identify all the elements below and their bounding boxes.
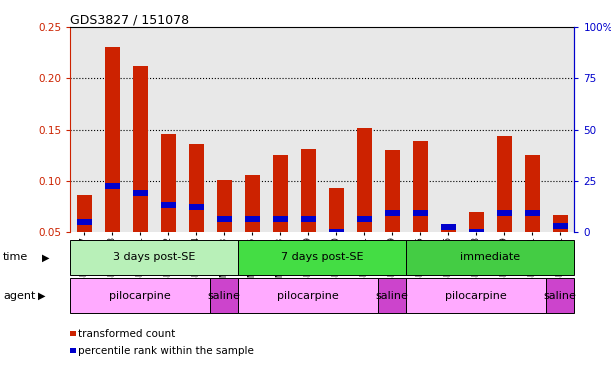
Bar [497, 210, 512, 216]
Bar [329, 188, 344, 232]
Bar [301, 149, 316, 232]
Text: pilocarpine: pilocarpine [277, 291, 339, 301]
Text: percentile rank within the sample: percentile rank within the sample [78, 346, 254, 356]
Bar [497, 136, 512, 232]
Bar [441, 227, 456, 232]
Bar [238, 278, 378, 313]
Bar [244, 216, 260, 222]
Text: saline: saline [208, 291, 241, 301]
Bar [406, 240, 574, 275]
Bar [525, 210, 540, 216]
Bar [301, 216, 316, 222]
Bar [412, 141, 428, 232]
Bar [384, 210, 400, 216]
Bar [329, 229, 344, 235]
Bar [70, 240, 238, 275]
Bar [273, 155, 288, 232]
Bar [244, 175, 260, 232]
Bar [412, 210, 428, 216]
Bar [441, 224, 456, 230]
Bar [469, 229, 484, 235]
Bar [189, 144, 204, 232]
Bar [552, 223, 568, 229]
Bar [546, 278, 574, 313]
Text: pilocarpine: pilocarpine [109, 291, 171, 301]
Bar [216, 216, 232, 222]
Text: agent: agent [3, 291, 35, 301]
Bar [161, 202, 176, 208]
Bar [216, 180, 232, 232]
Bar [104, 183, 120, 189]
Bar [104, 47, 120, 232]
Bar [357, 127, 372, 232]
Bar [70, 278, 210, 313]
Bar [357, 216, 372, 222]
Text: 7 days post-SE: 7 days post-SE [281, 252, 364, 262]
Text: immediate: immediate [460, 252, 521, 262]
Bar [133, 66, 148, 232]
Bar [273, 216, 288, 222]
Text: time: time [3, 252, 28, 262]
Text: ▶: ▶ [38, 291, 45, 301]
Bar [76, 195, 92, 232]
Bar [210, 278, 238, 313]
Text: GDS3827 / 151078: GDS3827 / 151078 [70, 13, 189, 26]
Text: transformed count: transformed count [78, 329, 175, 339]
Bar [469, 212, 484, 232]
Bar [552, 215, 568, 232]
Bar [189, 204, 204, 210]
Bar [238, 240, 406, 275]
Bar [161, 134, 176, 232]
Bar [378, 278, 406, 313]
Bar [133, 190, 148, 196]
Text: saline: saline [544, 291, 577, 301]
Text: 3 days post-SE: 3 days post-SE [113, 252, 196, 262]
Bar [525, 155, 540, 232]
Text: saline: saline [376, 291, 409, 301]
Bar [406, 278, 546, 313]
Bar [76, 219, 92, 225]
Text: pilocarpine: pilocarpine [445, 291, 507, 301]
Bar [384, 150, 400, 232]
Text: ▶: ▶ [42, 252, 49, 262]
